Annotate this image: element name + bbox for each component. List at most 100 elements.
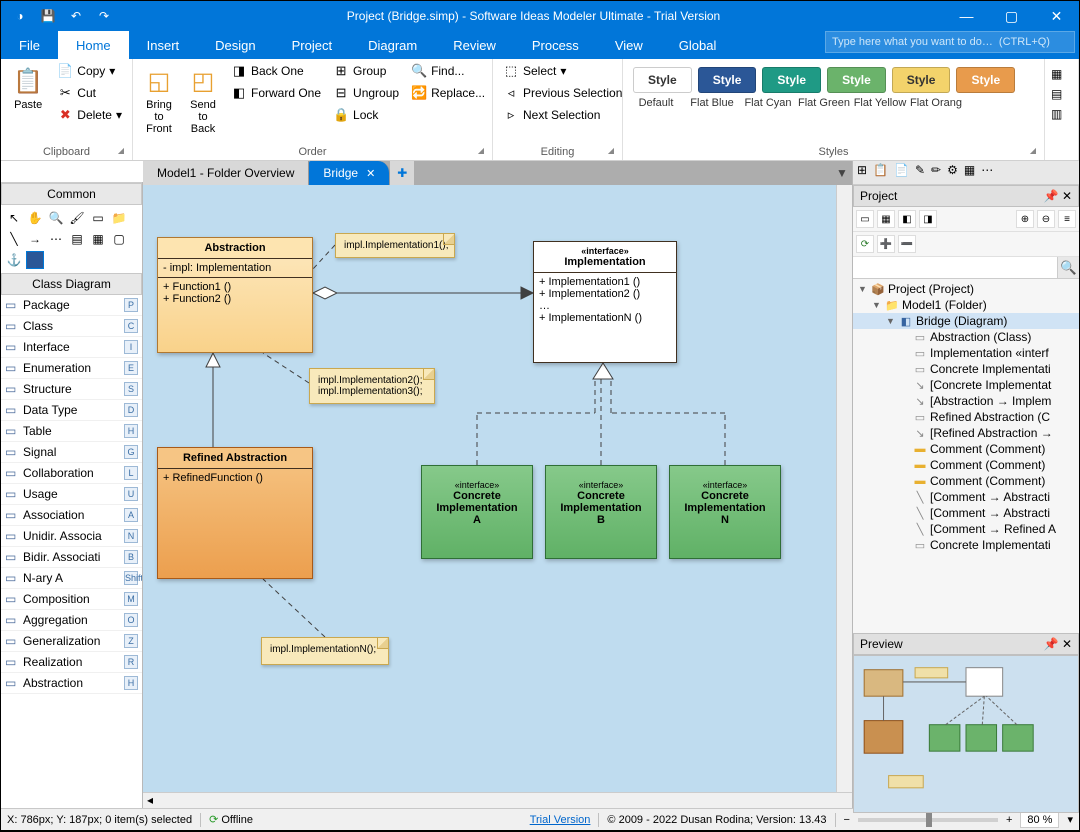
tabs-dropdown[interactable]: ▼ (832, 161, 852, 185)
ptb-add[interactable]: ➕ (877, 235, 895, 253)
panel-close-icon[interactable]: ✕ (1062, 189, 1072, 203)
tree-item[interactable]: ▼◧Bridge (Diagram) (853, 313, 1079, 329)
style-flat-orang[interactable]: Style (956, 67, 1015, 93)
tool-generalization[interactable]: ▭GeneralizationZ (1, 631, 142, 652)
menu-diagram[interactable]: Diagram (350, 31, 435, 59)
tool-interface[interactable]: ▭InterfaceI (1, 337, 142, 358)
tool-usage[interactable]: ▭UsageU (1, 484, 142, 505)
ribbon-extra-1[interactable]: ▦ (1051, 67, 1062, 81)
tab-model1-folder-overview[interactable]: Model1 - Folder Overview (143, 161, 309, 185)
uml-refined-abstraction[interactable]: Refined Abstraction+ RefinedFunction () (157, 447, 313, 579)
tool-realization[interactable]: ▭RealizationR (1, 652, 142, 673)
toolbar-icon-1[interactable]: ⊞ (857, 163, 867, 182)
lock-button[interactable]: 🔒Lock (329, 105, 403, 125)
tool-class[interactable]: ▭ClassC (1, 316, 142, 337)
tab-bridge[interactable]: Bridge✕ (309, 161, 390, 185)
add-tab-button[interactable]: ✚ (390, 161, 414, 185)
tree-item[interactable]: ↘[Refined Abstraction → (853, 425, 1079, 441)
menu-home[interactable]: Home (58, 31, 129, 59)
uml-note[interactable]: impl.Implementation1(); (335, 233, 455, 258)
tree-item[interactable]: ↘[Concrete Implementat (853, 377, 1079, 393)
find-button[interactable]: 🔍Find... (407, 61, 489, 81)
replace-button[interactable]: 🔁Replace... (407, 83, 489, 103)
paste-button[interactable]: 📋 Paste (7, 61, 49, 115)
delete-button[interactable]: ✖Delete ▾ (53, 105, 126, 125)
preview-panel-header[interactable]: Preview 📌 ✕ (853, 633, 1079, 655)
zoom-dropdown[interactable]: ▾ (1067, 813, 1073, 826)
minimize-button[interactable]: — (944, 1, 989, 31)
ptb-7[interactable]: ≡ (1058, 210, 1076, 228)
ptb-6[interactable]: ⊖ (1037, 210, 1055, 228)
ptb-2[interactable]: ▦ (877, 210, 895, 228)
tool-abstraction[interactable]: ▭AbstractionH (1, 673, 142, 694)
line-tool[interactable]: ╲ (5, 230, 23, 248)
trial-link[interactable]: Trial Version (530, 814, 591, 826)
toolbar-icon-2[interactable]: 📋 (873, 163, 888, 182)
menu-review[interactable]: Review (435, 31, 514, 59)
folder-tool[interactable]: 📁 (110, 209, 128, 227)
tree-item[interactable]: ╲[Comment → Refined A (853, 521, 1079, 537)
uml-note[interactable]: impl.ImplementationN(); (261, 637, 389, 665)
tree-item[interactable]: ▬Comment (Comment) (853, 473, 1079, 489)
forward-one-button[interactable]: ◧Forward One (227, 83, 325, 103)
ptb-1[interactable]: ▭ (856, 210, 874, 228)
ptb-5[interactable]: ⊕ (1016, 210, 1034, 228)
menu-process[interactable]: Process (514, 31, 597, 59)
table-tool[interactable]: ▦ (89, 230, 107, 248)
tree-item[interactable]: ▭Concrete Implementati (853, 361, 1079, 377)
toolbar-icon-8[interactable]: ⋯ (981, 163, 993, 182)
format-tool[interactable]: 🖌 (68, 209, 86, 227)
preview-canvas[interactable] (853, 655, 1079, 813)
tree-item[interactable]: ▼📁Model1 (Folder) (853, 297, 1079, 313)
tool-collaboration[interactable]: ▭CollaborationL (1, 463, 142, 484)
ribbon-extra-3[interactable]: ▥ (1051, 107, 1062, 121)
uml-implementation[interactable]: «interface»Implementation+ Implementatio… (533, 241, 677, 363)
group-button[interactable]: ⊞Group (329, 61, 403, 81)
zoom-in-button[interactable]: + (1006, 814, 1012, 826)
ptb-3[interactable]: ◧ (898, 210, 916, 228)
tool-enumeration[interactable]: ▭EnumerationE (1, 358, 142, 379)
uml-abstraction[interactable]: Abstraction- impl: Implementation+ Funct… (157, 237, 313, 353)
project-search[interactable] (853, 257, 1057, 278)
tree-item[interactable]: ▭Refined Abstraction (C (853, 409, 1079, 425)
container-tool[interactable]: ▢ (110, 230, 128, 248)
tool-table[interactable]: ▭TableH (1, 421, 142, 442)
toolbar-icon-3[interactable]: 📄 (894, 163, 909, 182)
class-diagram-palette-header[interactable]: Class Diagram (1, 273, 142, 295)
cut-button[interactable]: ✂Cut (53, 83, 126, 103)
style-flat-blue[interactable]: Style (698, 67, 757, 93)
menu-design[interactable]: Design (197, 31, 273, 59)
menu-view[interactable]: View (597, 31, 661, 59)
style-flat-green[interactable]: Style (827, 67, 886, 93)
rect-tool[interactable]: ▭ (89, 209, 107, 227)
redo-icon[interactable]: ↷ (95, 7, 113, 25)
tool-n-ary-a[interactable]: ▭N-ary AShift+R (1, 568, 142, 589)
tree-item[interactable]: ↘[Abstraction → Implem (853, 393, 1079, 409)
project-panel-header[interactable]: Project 📌 ✕ (853, 185, 1079, 207)
ribbon-extra-2[interactable]: ▤ (1051, 87, 1062, 101)
toolbar-icon-5[interactable]: ✏ (931, 163, 941, 182)
common-palette-header[interactable]: Common (1, 183, 142, 205)
scrollbar-vertical[interactable] (836, 185, 852, 792)
toolbar-icon-6[interactable]: ⚙ (947, 163, 958, 182)
zoom-out-button[interactable]: − (844, 814, 850, 826)
style-flat-yellow[interactable]: Style (892, 67, 951, 93)
anchor-tool[interactable]: ⚓ (5, 251, 23, 269)
send-to-back-button[interactable]: ◰Send to Back (183, 61, 223, 139)
uml-note[interactable]: impl.Implementation2(); impl.Implementat… (309, 368, 435, 404)
ungroup-button[interactable]: ⊟Ungroup (329, 83, 403, 103)
copy-button[interactable]: 📄Copy ▾ (53, 61, 126, 81)
tool-signal[interactable]: ▭SignalG (1, 442, 142, 463)
toolbar-icon-4[interactable]: ✎ (915, 163, 925, 182)
canvas[interactable]: Abstraction- impl: Implementation+ Funct… (143, 185, 852, 808)
toolbar-icon-7[interactable]: ▦ (964, 163, 975, 182)
tree-item[interactable]: ▬Comment (Comment) (853, 441, 1079, 457)
menu-file[interactable]: File (1, 31, 58, 59)
menu-search[interactable] (825, 31, 1075, 59)
scrollbar-horizontal[interactable]: ◂ (143, 792, 852, 808)
tool-unidir-associa[interactable]: ▭Unidir. AssociaN (1, 526, 142, 547)
tool-association[interactable]: ▭AssociationA (1, 505, 142, 526)
tool-package[interactable]: ▭PackageP (1, 295, 142, 316)
prev-selection-button[interactable]: ◃Previous Selection (499, 83, 626, 103)
hand-tool[interactable]: ✋ (26, 209, 44, 227)
